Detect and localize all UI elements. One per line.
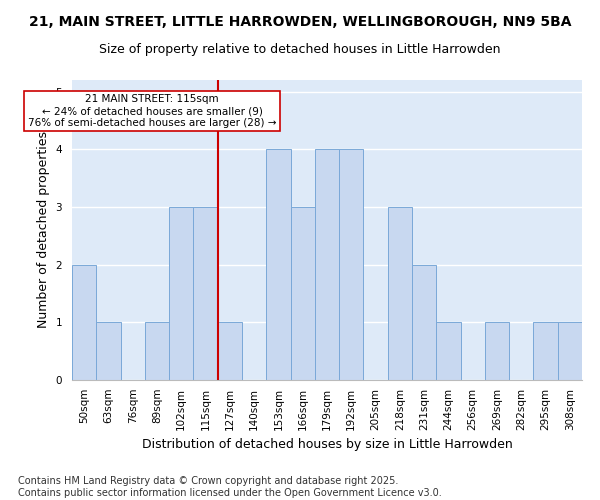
Text: 21 MAIN STREET: 115sqm
← 24% of detached houses are smaller (9)
76% of semi-deta: 21 MAIN STREET: 115sqm ← 24% of detached… — [28, 94, 277, 128]
Bar — [412, 264, 436, 380]
Bar — [266, 149, 290, 380]
Bar — [339, 149, 364, 380]
X-axis label: Distribution of detached houses by size in Little Harrowden: Distribution of detached houses by size … — [142, 438, 512, 451]
Y-axis label: Number of detached properties: Number of detached properties — [37, 132, 50, 328]
Bar — [169, 207, 193, 380]
Bar — [96, 322, 121, 380]
Bar — [436, 322, 461, 380]
Text: Contains HM Land Registry data © Crown copyright and database right 2025.
Contai: Contains HM Land Registry data © Crown c… — [18, 476, 442, 498]
Bar — [485, 322, 509, 380]
Bar — [315, 149, 339, 380]
Bar — [145, 322, 169, 380]
Bar — [388, 207, 412, 380]
Bar — [72, 264, 96, 380]
Bar — [558, 322, 582, 380]
Bar — [533, 322, 558, 380]
Text: 21, MAIN STREET, LITTLE HARROWDEN, WELLINGBOROUGH, NN9 5BA: 21, MAIN STREET, LITTLE HARROWDEN, WELLI… — [29, 15, 571, 29]
Text: Size of property relative to detached houses in Little Harrowden: Size of property relative to detached ho… — [99, 42, 501, 56]
Bar — [290, 207, 315, 380]
Bar — [193, 207, 218, 380]
Bar — [218, 322, 242, 380]
